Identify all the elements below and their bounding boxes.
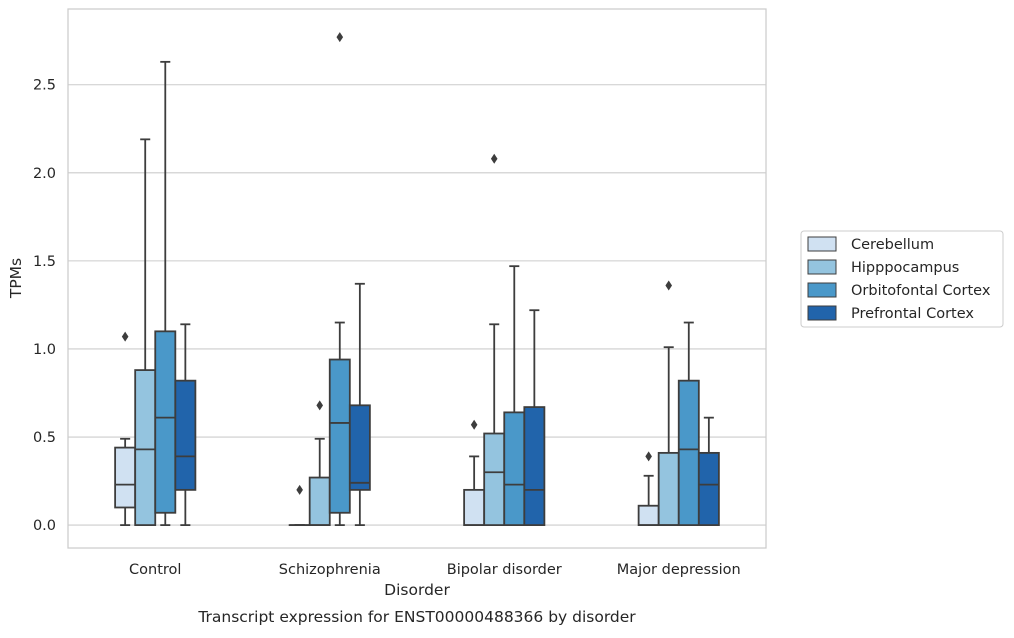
box-body <box>175 381 195 490</box>
box-body <box>155 331 175 512</box>
y-axis-ticks: 0.0 0.5 1.0 1.5 2.0 2.5 <box>33 78 56 534</box>
y-tick-label: 2.0 <box>33 166 56 182</box>
box-body <box>504 412 524 525</box>
box-body <box>310 478 330 526</box>
legend-swatch <box>808 283 836 297</box>
x-tick-label: Major depression <box>617 562 741 578</box>
box-body <box>350 405 370 490</box>
y-tick-label: 0.0 <box>33 518 56 534</box>
box-body <box>679 381 699 525</box>
box-body <box>659 453 679 525</box>
y-tick-label: 1.0 <box>33 342 56 358</box>
legend-label: Hipppocampus <box>851 260 959 276</box>
y-tick-label: 0.5 <box>33 430 56 446</box>
x-axis-ticks: Control Schizophrenia Bipolar disorder Majo… <box>129 562 741 578</box>
box-body <box>484 434 504 526</box>
y-tick-label: 2.5 <box>33 78 56 94</box>
box-body <box>699 453 719 525</box>
y-axis-label: TPMs <box>7 258 25 299</box>
legend-swatch <box>808 237 836 251</box>
box-body <box>639 506 659 525</box>
x-axis-label: Disorder <box>384 581 450 599</box>
box-body <box>524 407 544 525</box>
box-body <box>135 370 155 525</box>
chart-caption: Transcript expression for ENST0000048836… <box>197 608 636 626</box>
legend-label: Prefrontal Cortex <box>851 306 974 322</box>
legend-label: Cerebellum <box>851 237 934 253</box>
x-tick-label: Bipolar disorder <box>447 562 562 578</box>
legend: Cerebellum Hipppocampus Orbitofontal Corte… <box>801 231 1003 327</box>
y-tick-label: 1.5 <box>33 254 56 270</box>
legend-swatch <box>808 260 836 274</box>
x-tick-label: Control <box>129 562 181 578</box>
legend-swatch <box>808 306 836 320</box>
legend-label: Orbitofontal Cortex <box>851 283 991 299</box>
box-body <box>464 490 484 525</box>
x-tick-label: Schizophrenia <box>279 562 381 578</box>
box-body <box>330 360 350 513</box>
box-body <box>115 448 135 508</box>
